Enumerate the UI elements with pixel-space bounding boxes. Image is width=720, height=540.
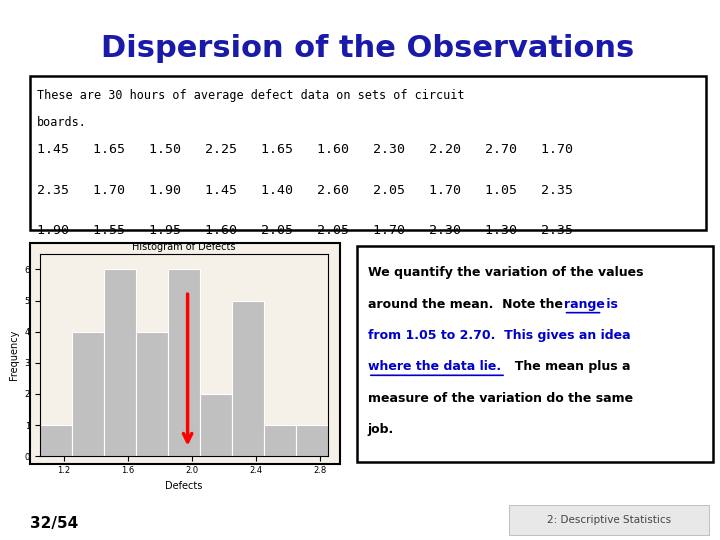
Bar: [296, 425, 328, 456]
Text: The mean plus a: The mean plus a: [506, 360, 631, 373]
Text: We quantify the variation of the values: We quantify the variation of the values: [368, 266, 644, 279]
Text: Dispersion of the Observations: Dispersion of the Observations: [102, 34, 634, 63]
Bar: [199, 394, 232, 456]
Text: is: is: [603, 298, 618, 310]
Text: 2: Descriptive Statistics: 2: Descriptive Statistics: [547, 515, 672, 525]
Y-axis label: Frequency: Frequency: [9, 330, 19, 380]
Text: 1.45   1.65   1.50   2.25   1.65   1.60   2.30   2.20   2.70   1.70: 1.45 1.65 1.50 2.25 1.65 1.60 2.30 2.20 …: [37, 143, 573, 156]
FancyBboxPatch shape: [357, 246, 713, 462]
Text: from 1.05 to 2.70.  This gives an idea: from 1.05 to 2.70. This gives an idea: [368, 329, 631, 342]
Text: 1.90   1.55   1.95   1.60   2.05   2.05   1.70   2.30   1.30   2.35: 1.90 1.55 1.95 1.60 2.05 2.05 1.70 2.30 …: [37, 224, 573, 237]
Text: range: range: [564, 298, 605, 310]
FancyBboxPatch shape: [30, 76, 706, 230]
Text: around the mean.  Note the: around the mean. Note the: [368, 298, 567, 310]
Bar: [104, 269, 135, 456]
Bar: [135, 332, 168, 456]
Bar: [232, 301, 264, 456]
Text: job.: job.: [368, 423, 394, 436]
Bar: [264, 425, 296, 456]
Title: Histogram of Defects: Histogram of Defects: [132, 241, 235, 252]
Text: 32/54: 32/54: [30, 516, 78, 531]
X-axis label: Defects: Defects: [165, 481, 202, 490]
Text: measure of the variation do the same: measure of the variation do the same: [368, 392, 633, 404]
Bar: [71, 332, 104, 456]
Text: boards.: boards.: [37, 116, 87, 129]
Text: where the data lie.: where the data lie.: [368, 360, 501, 373]
Bar: [40, 425, 71, 456]
Text: 2.35   1.70   1.90   1.45   1.40   2.60   2.05   1.70   1.05   2.35: 2.35 1.70 1.90 1.45 1.40 2.60 2.05 1.70 …: [37, 184, 573, 197]
Bar: [168, 269, 199, 456]
Text: These are 30 hours of average defect data on sets of circuit: These are 30 hours of average defect dat…: [37, 89, 464, 102]
FancyBboxPatch shape: [509, 505, 709, 535]
FancyBboxPatch shape: [30, 243, 340, 464]
